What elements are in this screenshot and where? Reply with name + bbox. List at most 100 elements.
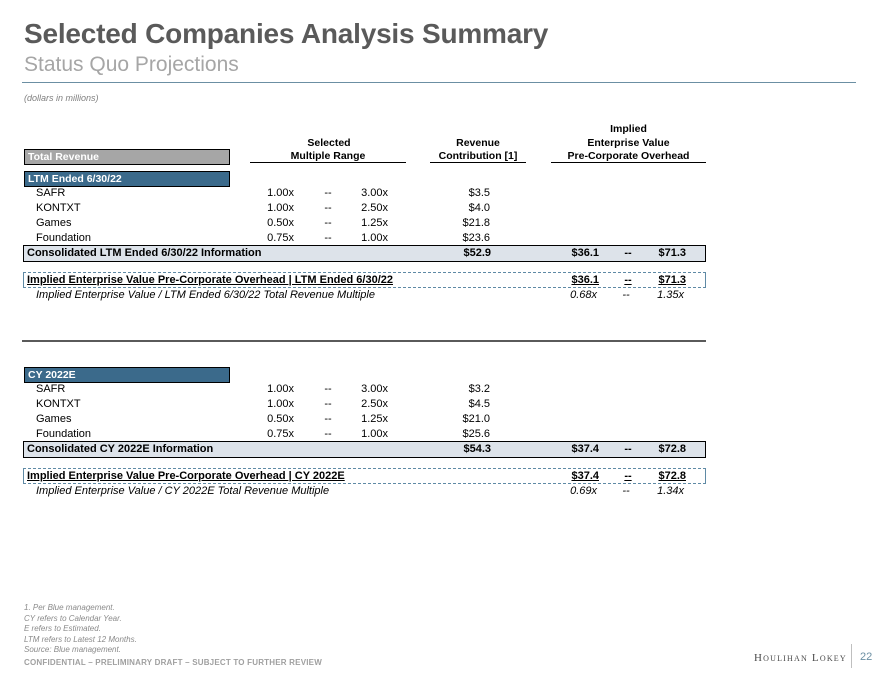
multiple-high: 2.50x <box>361 202 388 214</box>
company-name: Games <box>36 413 72 425</box>
range-dash: -- <box>624 470 632 482</box>
implied-multiple-low: 0.69x <box>570 485 597 497</box>
revenue-value: $4.0 <box>468 202 490 214</box>
revenue-value: $21.8 <box>462 217 490 229</box>
table-row: Foundation 0.75x -- 1.00x $25.6 <box>0 427 880 442</box>
revenue-value: $25.6 <box>462 428 490 440</box>
company-name: SAFR <box>36 187 66 199</box>
units-note: (dollars in millions) <box>24 93 99 103</box>
ev-low: $36.1 <box>571 247 599 259</box>
range-dash: -- <box>324 428 332 440</box>
multiple-header-line1: Selected <box>307 137 351 149</box>
company-logo: Houlihan Lokey <box>754 652 847 664</box>
revenue-value: $3.2 <box>468 383 490 395</box>
multiple-header-line2: Multiple Range <box>250 150 406 163</box>
implied-ev-row-ltm: Implied Enterprise Value Pre-Corporate O… <box>23 272 706 288</box>
implied-ev-low: $36.1 <box>571 274 599 286</box>
multiple-low: 1.00x <box>267 383 294 395</box>
company-name: Foundation <box>36 232 92 244</box>
ev-high: $71.3 <box>658 247 686 259</box>
ev-low: $37.4 <box>571 443 599 455</box>
table-row: Games 0.50x -- 1.25x $21.0 <box>0 412 880 427</box>
implied-multiple-row-cy2022e: Implied Enterprise Value / CY 2022E Tota… <box>0 484 880 498</box>
footnote: LTM refers to Latest 12 Months. <box>24 634 137 644</box>
multiple-high: 2.50x <box>361 398 388 410</box>
table-row: KONTXT 1.00x -- 2.50x $4.0 <box>0 201 880 216</box>
section-header-cy2022e: CY 2022E <box>24 367 230 383</box>
multiple-low: 1.00x <box>267 202 294 214</box>
title-divider <box>22 82 856 83</box>
company-name: KONTXT <box>36 202 81 214</box>
implied-ev-low: $37.4 <box>571 470 599 482</box>
consolidated-revenue: $52.9 <box>463 247 491 259</box>
multiple-low: 1.00x <box>267 187 294 199</box>
consolidated-revenue: $54.3 <box>463 443 491 455</box>
page-number: 22 <box>860 651 873 663</box>
confidential-notice: CONFIDENTIAL – PRELIMINARY DRAFT – SUBJE… <box>24 658 322 667</box>
range-dash: -- <box>622 485 630 497</box>
total-revenue-header: Total Revenue <box>24 149 230 165</box>
table-row: Foundation 0.75x -- 1.00x $23.6 <box>0 231 880 246</box>
implied-multiple-label: Implied Enterprise Value / LTM Ended 6/3… <box>36 289 375 301</box>
implied-ev-row-cy2022e: Implied Enterprise Value Pre-Corporate O… <box>23 468 706 484</box>
range-dash: -- <box>324 398 332 410</box>
multiple-high: 3.00x <box>361 187 388 199</box>
multiple-low: 0.50x <box>267 217 294 229</box>
range-dash: -- <box>324 413 332 425</box>
ev-high: $72.8 <box>658 443 686 455</box>
consolidated-label: Consolidated CY 2022E Information <box>27 443 214 455</box>
ev-header-line1: Implied <box>610 123 647 135</box>
company-name: KONTXT <box>36 398 81 410</box>
table-row: SAFR 1.00x -- 3.00x $3.5 <box>0 186 880 201</box>
range-dash: -- <box>624 247 632 259</box>
multiple-low: 0.75x <box>267 428 294 440</box>
implied-multiple-row-ltm: Implied Enterprise Value / LTM Ended 6/3… <box>0 288 880 302</box>
implied-multiple-high: 1.34x <box>657 485 684 497</box>
revenue-value: $4.5 <box>468 398 490 410</box>
range-dash: -- <box>622 289 630 301</box>
company-name: Games <box>36 217 72 229</box>
ev-header-line2: Enterprise Value <box>587 137 670 149</box>
revenue-header-line1: Revenue <box>456 137 500 149</box>
table-row: Games 0.50x -- 1.25x $21.8 <box>0 216 880 231</box>
implied-multiple-high: 1.35x <box>657 289 684 301</box>
revenue-value: $23.6 <box>462 232 490 244</box>
implied-ev-high: $71.3 <box>658 274 686 286</box>
implied-ev-label: Implied Enterprise Value Pre-Corporate O… <box>27 274 393 286</box>
implied-multiple-label: Implied Enterprise Value / CY 2022E Tota… <box>36 485 330 497</box>
section-header-ltm: LTM Ended 6/30/22 <box>24 171 230 187</box>
revenue-header-line2: Contribution [1] <box>430 150 526 163</box>
multiple-high: 1.25x <box>361 413 388 425</box>
multiple-high: 3.00x <box>361 383 388 395</box>
range-dash: -- <box>624 443 632 455</box>
company-name: Foundation <box>36 428 92 440</box>
range-dash: -- <box>624 274 632 286</box>
ev-header-line3: Pre-Corporate Overhead <box>551 150 706 163</box>
page-title: Selected Companies Analysis Summary <box>24 18 549 49</box>
multiple-low: 1.00x <box>267 398 294 410</box>
range-dash: -- <box>324 202 332 214</box>
revenue-value: $21.0 <box>462 413 490 425</box>
implied-ev-label: Implied Enterprise Value Pre-Corporate O… <box>27 470 345 482</box>
revenue-value: $3.5 <box>468 187 490 199</box>
footer-divider <box>851 644 852 668</box>
range-dash: -- <box>324 187 332 199</box>
page-subtitle: Status Quo Projections <box>24 53 239 76</box>
multiple-low: 0.50x <box>267 413 294 425</box>
table-row: SAFR 1.00x -- 3.00x $3.2 <box>0 382 880 397</box>
company-name: SAFR <box>36 383 66 395</box>
consolidated-label: Consolidated LTM Ended 6/30/22 Informati… <box>27 247 262 259</box>
footnote: 1. Per Blue management. <box>24 603 115 612</box>
range-dash: -- <box>324 232 332 244</box>
multiple-high: 1.25x <box>361 217 388 229</box>
table-row: KONTXT 1.00x -- 2.50x $4.5 <box>0 397 880 412</box>
consolidated-row-cy2022e: Consolidated CY 2022E Information $54.3 … <box>23 441 706 458</box>
footnote: CY refers to Calendar Year. <box>24 613 122 623</box>
footnote: Source: Blue management. <box>24 645 121 654</box>
footnote: E refers to Estimated. <box>24 624 101 633</box>
range-dash: -- <box>324 383 332 395</box>
implied-ev-high: $72.8 <box>658 470 686 482</box>
multiple-high: 1.00x <box>361 428 388 440</box>
range-dash: -- <box>324 217 332 229</box>
multiple-low: 0.75x <box>267 232 294 244</box>
